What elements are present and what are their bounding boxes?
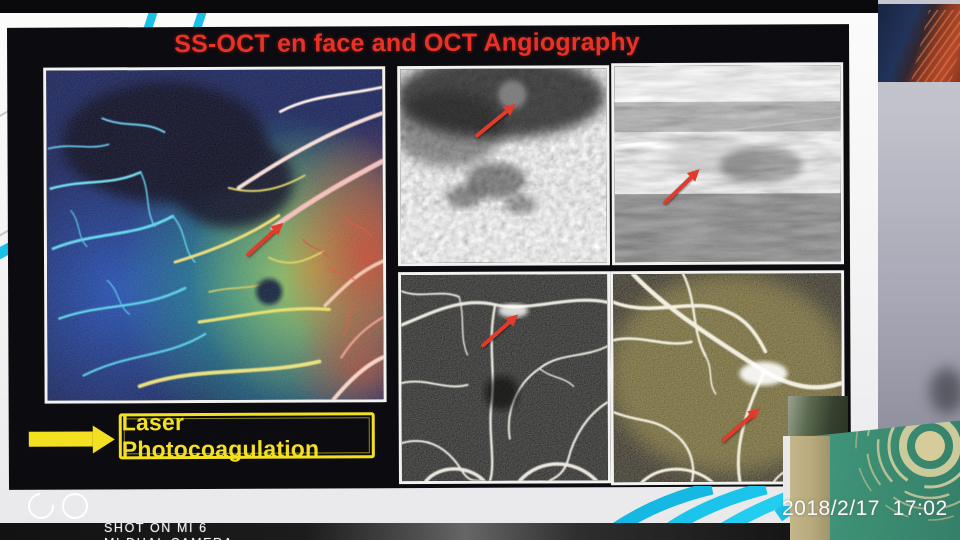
wall-photo-tower-detail	[911, 10, 960, 82]
photo-timestamp: 2018/2/17 17:02	[782, 497, 948, 520]
desk-paper-edge	[783, 436, 791, 506]
watermark-line1: SHOT ON MI 6	[104, 521, 208, 535]
desk-tan-object	[790, 436, 830, 540]
octa-vessel-image-left	[398, 271, 611, 485]
camera-watermark: SHOT ON MI 6 MI DUAL CAMERA	[22, 487, 288, 540]
desk-photo-foliage	[788, 396, 848, 438]
dual-camera-logo-icon	[62, 493, 88, 519]
laser-callout-label: Laser Photocoagulation	[121, 409, 320, 463]
dual-camera-logo-icon	[22, 487, 60, 525]
oct-enface-structural-image-left	[397, 65, 611, 267]
slide-title: SS-OCT en face and OCT Angiography	[174, 28, 640, 59]
slide: SS-OCT en face and OCT Angiography	[6, 24, 852, 490]
room-dark-band-top	[0, 0, 878, 14]
oct-enface-structural-image-right	[611, 62, 845, 266]
yellow-arrow-icon	[28, 431, 93, 447]
laser-callout-box: Laser Photocoagulation	[118, 409, 375, 462]
watermark-line2: MI DUAL CAMERA	[104, 536, 234, 540]
room-dark-band-bottom	[0, 523, 802, 540]
wall-photo	[874, 4, 960, 82]
background-silhouette	[930, 368, 960, 414]
concentric-arcs-icon	[855, 420, 960, 521]
color-enface-angiography-image	[43, 66, 387, 404]
